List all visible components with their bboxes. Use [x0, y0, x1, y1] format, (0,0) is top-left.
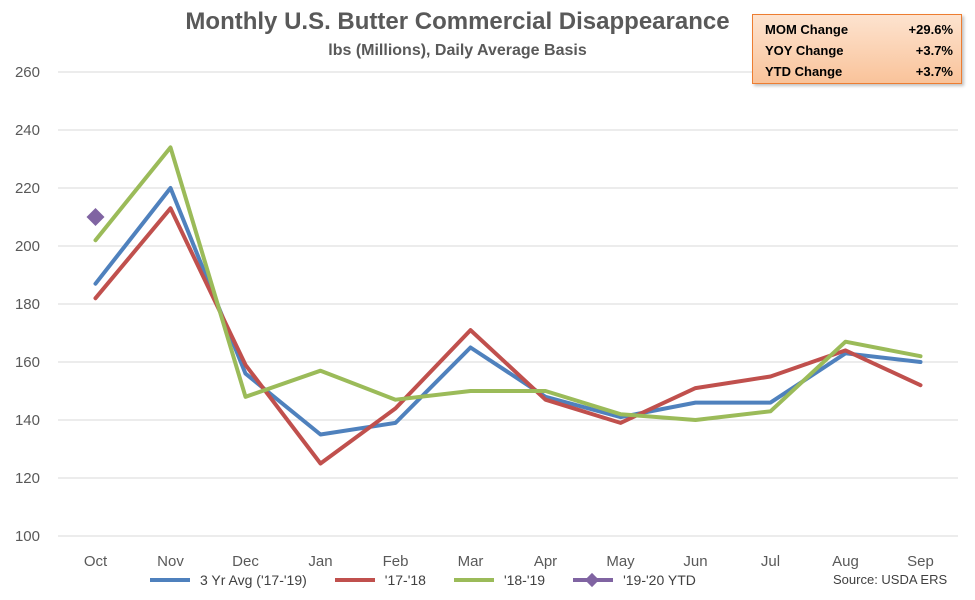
y-tick-label: 140 — [15, 412, 40, 429]
x-tick-label: May — [606, 553, 635, 570]
y-tick-label: 180 — [15, 296, 40, 313]
legend-label: 3 Yr Avg ('17-'19) — [200, 572, 307, 588]
legend-swatch — [334, 578, 375, 582]
legend-item-3yr-avg: 3 Yr Avg ('17-'19) — [150, 572, 307, 588]
x-tick-label: Feb — [383, 553, 409, 570]
chart-title: Monthly U.S. Butter Commercial Disappear… — [185, 8, 730, 35]
stat-row-yoy: YOY Change +3.7% — [765, 40, 953, 61]
legend-label: '18-'19 — [503, 572, 546, 588]
stat-label: YTD Change — [765, 64, 843, 79]
y-tick-label: 120 — [15, 470, 40, 487]
x-tick-label: Aug — [832, 553, 859, 570]
y-tick-label: 200 — [15, 238, 40, 255]
x-tick-label: Jul — [761, 553, 780, 570]
legend-diamond-marker — [573, 572, 614, 588]
chart-subtitle: lbs (Millions), Daily Average Basis — [328, 42, 587, 59]
series-line-18-19 — [93, 145, 923, 422]
y-tick-label: 260 — [15, 64, 40, 81]
stat-label: YOY Change — [765, 43, 844, 58]
chart-legend: 3 Yr Avg ('17-'19) '17-'18 '18-'19 '19-'… — [150, 572, 724, 588]
legend-item-17-18: '17-'18 — [334, 572, 426, 588]
stat-label: MOM Change — [765, 22, 849, 37]
stat-row-ytd: YTD Change +3.7% — [765, 61, 953, 82]
y-tick-label: 240 — [15, 122, 40, 139]
x-tick-label: Jan — [308, 553, 332, 570]
x-tick-label: Mar — [458, 553, 484, 570]
legend-label: '19-'20 YTD — [623, 572, 696, 588]
stat-value: +3.7% — [915, 64, 953, 79]
x-tick-label: Dec — [232, 553, 259, 570]
data-point-diamond — [86, 208, 105, 226]
legend-label: '17-'18 — [384, 572, 426, 588]
y-tick-label: 100 — [15, 528, 40, 545]
stat-value: +29.6% — [908, 22, 953, 37]
y-tick-label: 220 — [15, 180, 40, 197]
y-tick-label: 160 — [15, 354, 40, 371]
legend-swatch — [453, 578, 494, 582]
series-line-17-18 — [93, 206, 923, 466]
x-tick-label: Oct — [84, 553, 108, 570]
stat-row-mom: MOM Change +29.6% — [765, 19, 953, 40]
x-tick-label: Apr — [534, 553, 557, 570]
stat-value: +3.7% — [915, 43, 953, 58]
change-stats-box: MOM Change +29.6% YOY Change +3.7% YTD C… — [752, 14, 962, 84]
x-tick-label: Jun — [683, 553, 707, 570]
legend-item-18-19: '18-'19 — [453, 572, 546, 588]
legend-item-19-20-ytd: '19-'20 YTD — [573, 572, 696, 588]
legend-swatch — [150, 578, 190, 582]
x-tick-label: Nov — [157, 553, 184, 570]
source-note: Source: USDA ERS — [833, 572, 948, 587]
x-tick-label: Sep — [907, 553, 934, 570]
